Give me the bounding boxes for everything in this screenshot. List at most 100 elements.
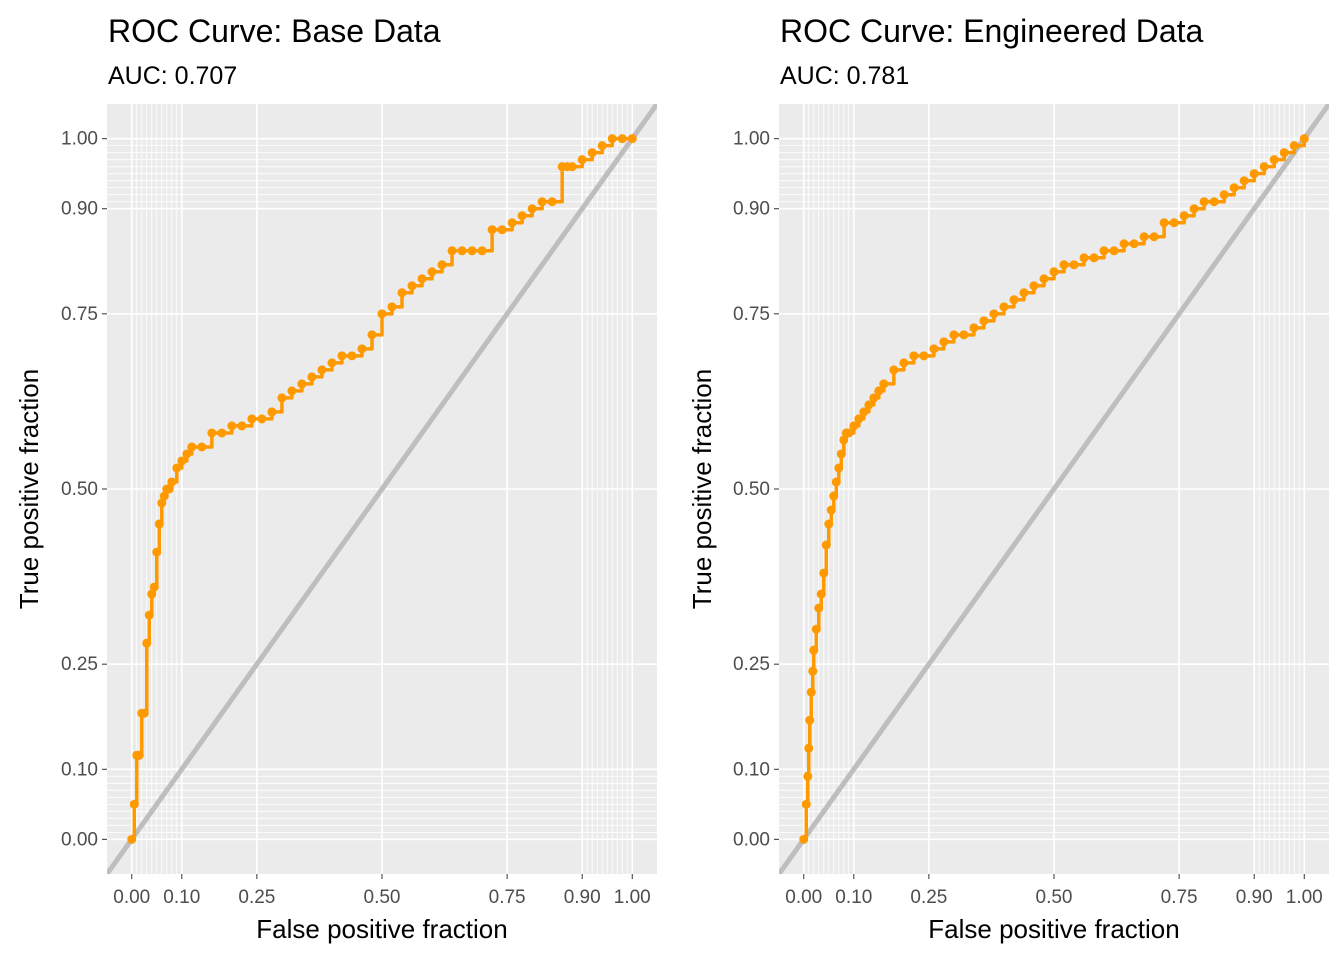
- y-tick-label: 0.25: [733, 654, 770, 675]
- roc-point: [317, 365, 327, 375]
- roc-point: [1199, 197, 1209, 207]
- roc-point: [182, 449, 192, 459]
- roc-point: [247, 414, 257, 424]
- plot-title: ROC Curve: Base Data: [108, 13, 441, 49]
- roc-point: [989, 309, 999, 319]
- roc-point: [805, 715, 815, 725]
- roc-point: [959, 330, 969, 340]
- roc-point: [577, 155, 587, 165]
- roc-point: [307, 372, 317, 382]
- y-tick-label: 0.25: [61, 654, 98, 675]
- x-tick-label: 0.25: [910, 887, 947, 908]
- reference-diagonal: [779, 104, 1329, 874]
- roc-point: [799, 834, 809, 844]
- y-tick-label: 0.75: [733, 304, 770, 325]
- x-axis-title: False positive fraction: [928, 914, 1179, 944]
- roc-point: [497, 225, 507, 235]
- roc-point: [1189, 204, 1199, 214]
- roc-point: [287, 386, 297, 396]
- roc-point: [839, 435, 849, 445]
- roc-point: [547, 197, 557, 207]
- roc-point: [1259, 162, 1269, 172]
- roc-point: [909, 351, 919, 361]
- roc-point: [447, 246, 457, 256]
- roc-point: [806, 687, 816, 697]
- roc-point: [1179, 211, 1189, 221]
- roc-point: [507, 218, 517, 228]
- plot-subtitle: AUC: 0.781: [780, 62, 909, 90]
- x-tick-label: 0.75: [489, 887, 526, 908]
- y-tick-label: 0.00: [61, 829, 98, 850]
- roc-point: [207, 428, 217, 438]
- plot-left: ROC Curve: Base Data AUC: 0.707 False po…: [14, 13, 657, 944]
- plot-right: ROC Curve: Engineered Data AUC: 0.781 Fa…: [687, 13, 1329, 944]
- roc-point: [407, 281, 417, 291]
- y-tick-label: 0.50: [61, 479, 98, 500]
- roc-point: [979, 316, 989, 326]
- roc-point: [597, 141, 607, 151]
- roc-point: [816, 589, 826, 599]
- roc-point: [129, 799, 139, 809]
- roc-point: [477, 246, 487, 256]
- roc-point: [1029, 281, 1039, 291]
- x-tick-label: 0.50: [1036, 887, 1073, 908]
- roc-point: [147, 589, 157, 599]
- roc-point: [417, 274, 427, 284]
- y-tick-label: 0.10: [61, 759, 98, 780]
- roc-curve: [803, 138, 1306, 842]
- roc-point: [177, 456, 187, 466]
- roc-point: [1209, 197, 1219, 207]
- roc-point: [457, 246, 467, 256]
- roc-point: [227, 421, 237, 431]
- roc-point: [142, 638, 152, 648]
- roc-point: [567, 162, 577, 172]
- roc-point: [1069, 260, 1079, 270]
- roc-point: [808, 666, 818, 676]
- roc-point: [267, 407, 277, 417]
- roc-point: [257, 414, 267, 424]
- roc-point: [836, 449, 846, 459]
- roc-point: [814, 603, 824, 613]
- roc-point: [854, 414, 864, 424]
- roc-point: [824, 519, 834, 529]
- roc-point: [167, 477, 177, 487]
- roc-point: [939, 337, 949, 347]
- plot-subtitle: AUC: 0.707: [108, 62, 237, 90]
- roc-point: [819, 568, 829, 578]
- roc-point: [607, 134, 617, 144]
- x-tick-label: 0.90: [564, 887, 601, 908]
- roc-point: [999, 302, 1009, 312]
- roc-point: [537, 197, 547, 207]
- x-tick-label: 0.10: [163, 887, 200, 908]
- roc-point: [1229, 183, 1239, 193]
- x-tick-label: 0.00: [113, 887, 150, 908]
- roc-point: [1039, 274, 1049, 284]
- roc-point: [347, 351, 357, 361]
- roc-point: [467, 246, 477, 256]
- y-tick-label: 0.10: [733, 759, 770, 780]
- roc-point: [517, 211, 527, 221]
- roc-point: [217, 428, 227, 438]
- roc-point: [826, 505, 836, 515]
- roc-point: [1269, 155, 1279, 165]
- roc-point: [172, 463, 182, 473]
- roc-point: [152, 547, 162, 557]
- y-axis-title: True positive fraction: [14, 369, 44, 609]
- roc-point: [387, 302, 397, 312]
- roc-point: [929, 344, 939, 354]
- roc-point: [1099, 246, 1109, 256]
- roc-point: [297, 379, 307, 389]
- roc-point: [377, 309, 387, 319]
- roc-point: [1159, 218, 1169, 228]
- roc-point: [357, 344, 367, 354]
- roc-point: [1249, 169, 1259, 179]
- roc-point: [1079, 253, 1089, 263]
- roc-point: [237, 421, 247, 431]
- x-tick-label: 0.75: [1161, 887, 1198, 908]
- reference-diagonal: [107, 104, 657, 874]
- roc-point: [949, 330, 959, 340]
- y-tick-label: 1.00: [733, 129, 770, 150]
- roc-point: [437, 260, 447, 270]
- roc-point: [834, 463, 844, 473]
